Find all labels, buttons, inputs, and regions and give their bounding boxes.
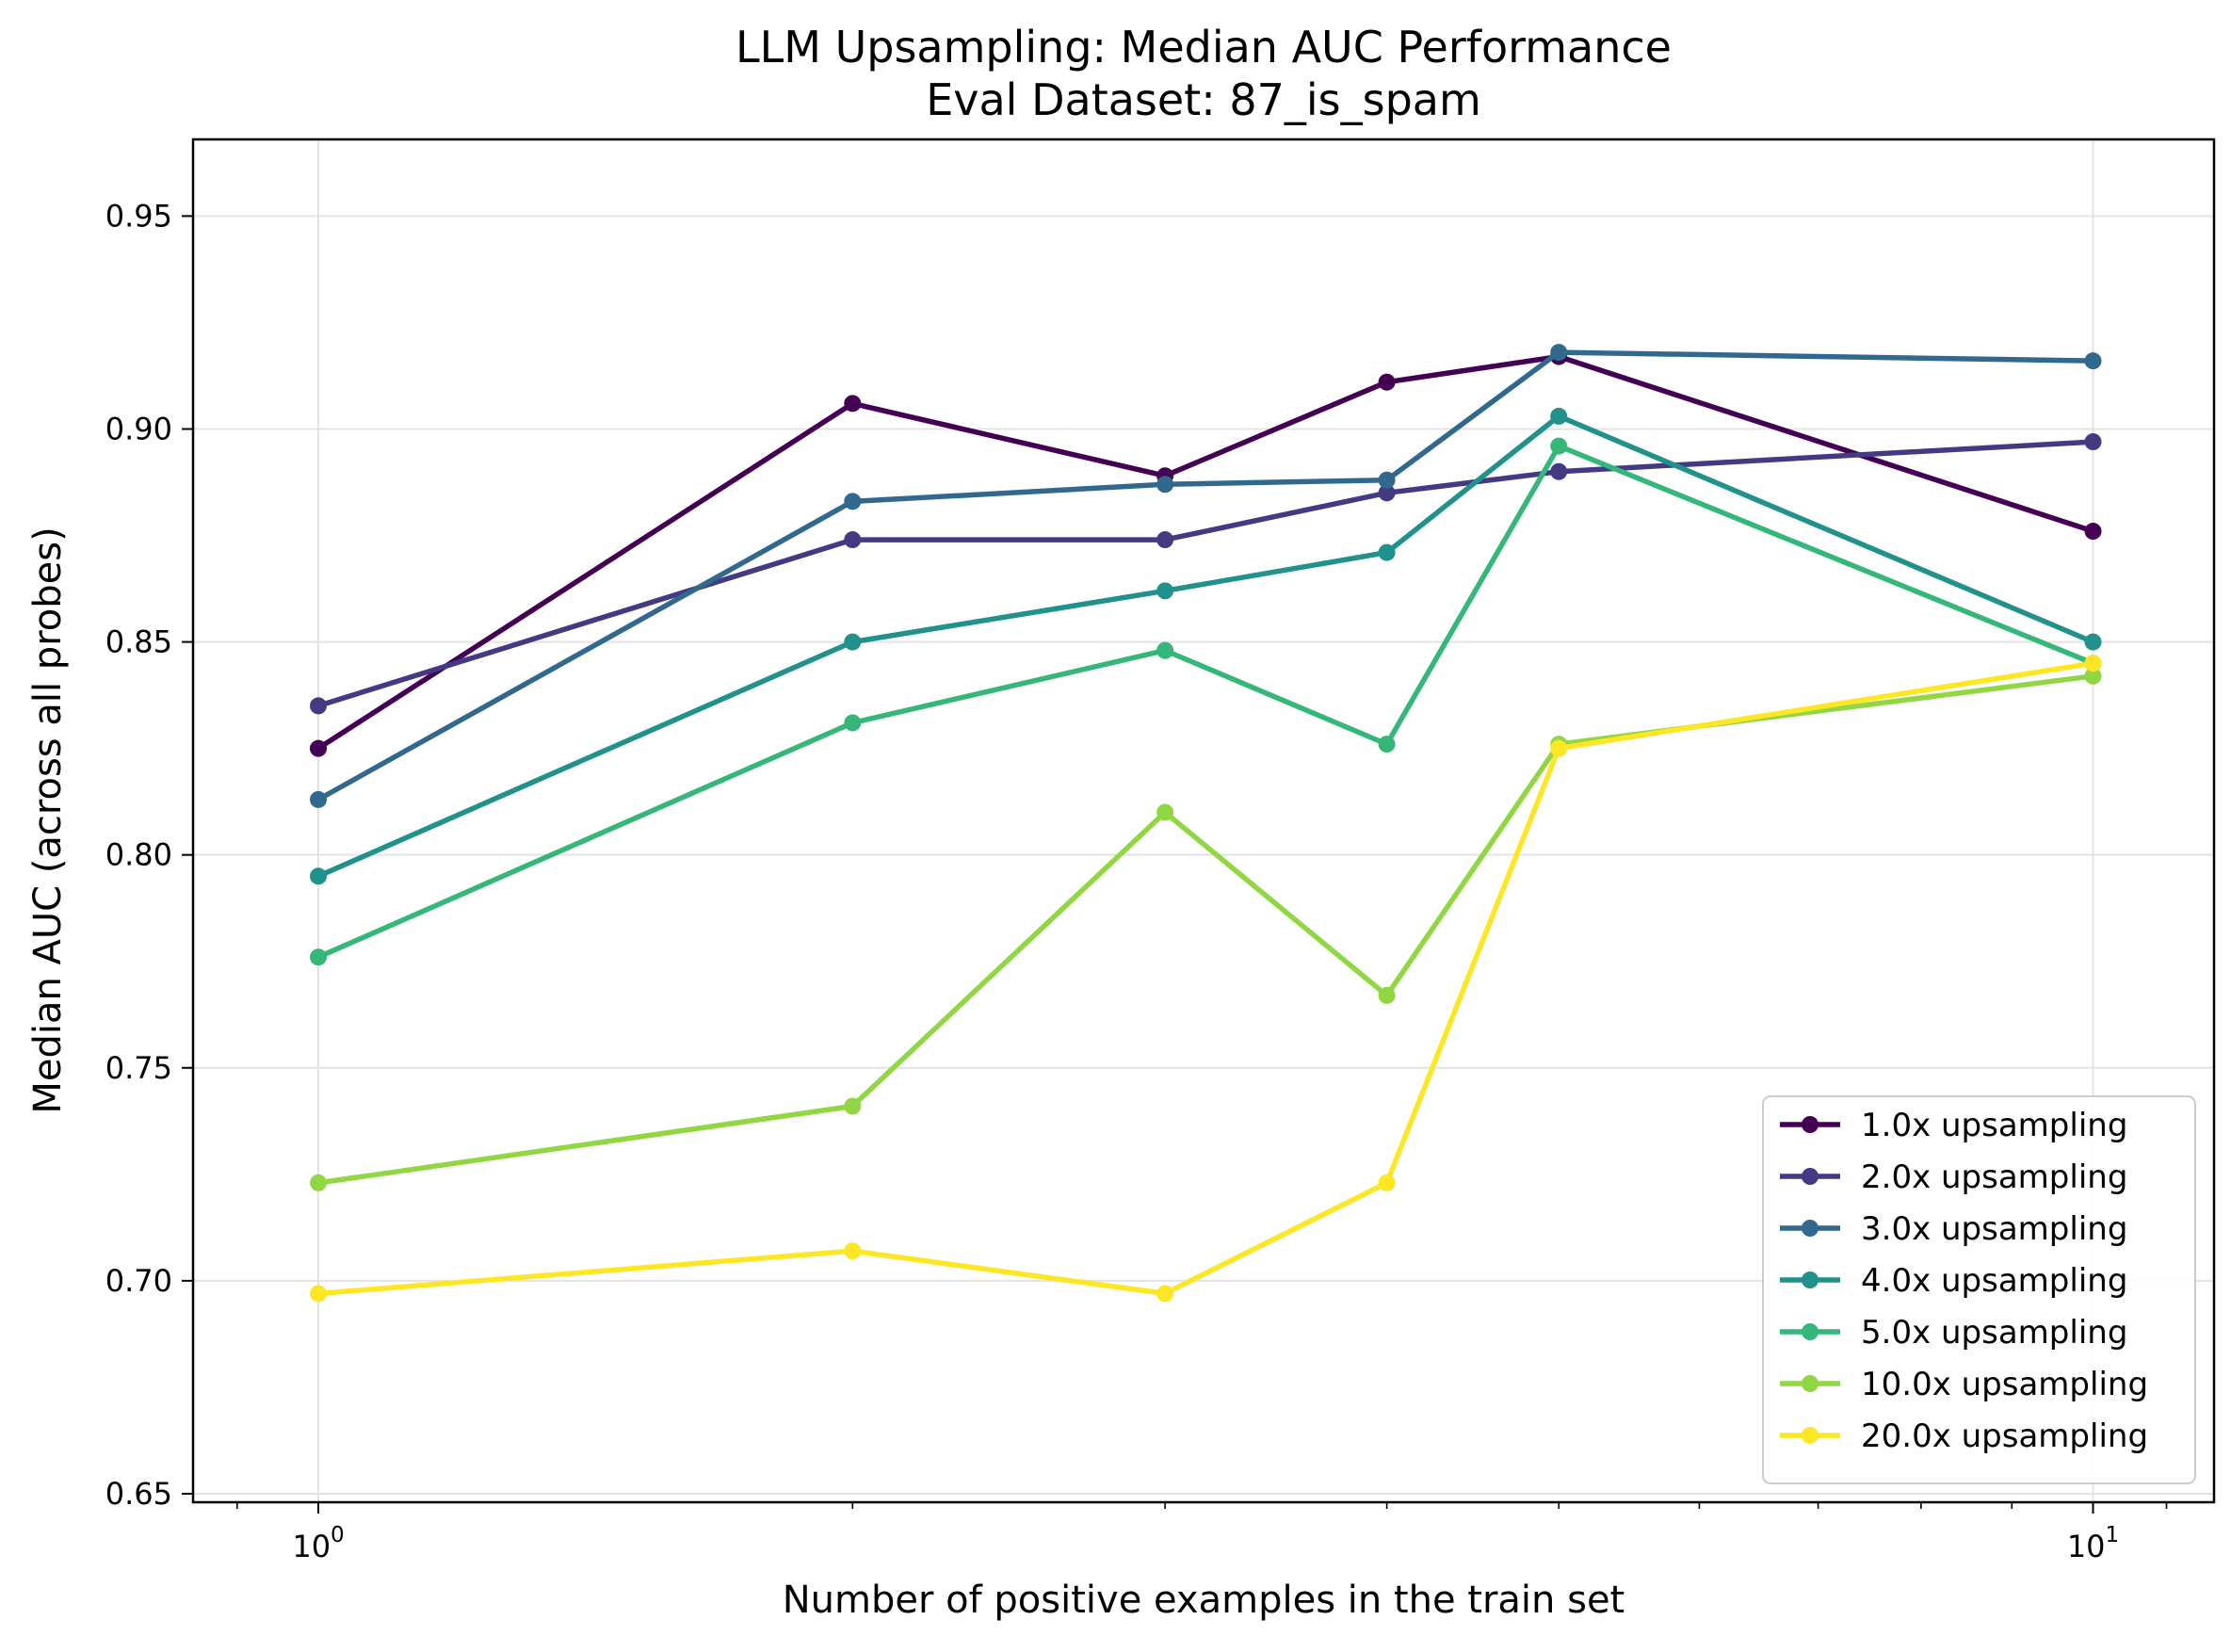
data-point <box>1378 471 1396 489</box>
data-point <box>1378 986 1396 1004</box>
data-point <box>1550 407 1568 425</box>
legend-label: 5.0x upsampling <box>1861 1314 2127 1352</box>
series-7 <box>310 655 2102 1303</box>
data-point <box>1156 531 1174 549</box>
legend: 1.0x upsampling 2.0x upsampling 3.0x upsam… <box>1762 1095 2196 1484</box>
data-point <box>2084 433 2102 451</box>
y-tick-label: 0.95 <box>105 198 172 234</box>
series-line <box>315 353 2096 752</box>
legend-label: 2.0x upsampling <box>1861 1158 2127 1196</box>
data-point <box>1378 484 1396 502</box>
data-point <box>1378 373 1396 391</box>
data-point <box>310 1285 328 1303</box>
plot-area-frame <box>191 138 2216 1504</box>
series-1 <box>310 348 2102 757</box>
data-point <box>310 739 328 757</box>
data-point <box>2084 633 2102 651</box>
legend-label: 20.0x upsampling <box>1861 1417 2148 1455</box>
data-point <box>310 790 328 808</box>
series-line <box>315 443 2096 960</box>
data-point <box>844 531 862 549</box>
legend-entry: 20.0x upsampling <box>1780 1417 2148 1455</box>
data-point <box>2084 523 2102 541</box>
data-point <box>1550 437 1568 455</box>
y-axis-label: Median AUC (across all probes) <box>26 526 70 1113</box>
data-point <box>844 1242 862 1260</box>
legend-marker <box>1802 1427 1819 1444</box>
data-point <box>1378 543 1396 561</box>
legend-entry: 5.0x upsampling <box>1780 1314 2127 1352</box>
legend-label: 10.0x upsampling <box>1861 1366 2148 1403</box>
data-point <box>1156 641 1174 659</box>
data-point <box>844 493 862 510</box>
legend-label: 4.0x upsampling <box>1861 1262 2127 1300</box>
legend-marker <box>1802 1168 1819 1185</box>
data-point <box>310 1174 328 1191</box>
legend-entry: 2.0x upsampling <box>1780 1158 2127 1196</box>
series-line <box>315 660 2096 1297</box>
legend-marker <box>1802 1375 1819 1392</box>
series-line <box>315 349 2096 802</box>
y-tick-label: 0.65 <box>105 1476 172 1512</box>
series-3 <box>310 344 2102 808</box>
series-line <box>315 413 2096 880</box>
data-point <box>844 1097 862 1115</box>
data-point <box>1550 462 1568 480</box>
data-point <box>2084 667 2102 685</box>
legend-box <box>1762 1095 2196 1484</box>
chart-subtitle: Eval Dataset: 87_is_spam <box>926 74 1481 125</box>
data-point <box>1378 736 1396 753</box>
series-line <box>315 439 2096 709</box>
data-point <box>310 697 328 715</box>
series-2 <box>310 433 2102 715</box>
data-point <box>1156 582 1174 600</box>
data-point <box>844 633 862 651</box>
y-tick-label: 0.85 <box>105 624 172 660</box>
y-tick-label: 0.90 <box>105 411 172 446</box>
series-4 <box>310 407 2102 885</box>
data-point <box>2084 655 2102 672</box>
data-point <box>1156 476 1174 494</box>
data-point <box>2084 352 2102 370</box>
data-point <box>1156 1285 1174 1303</box>
y-tick-label: 0.70 <box>105 1263 172 1299</box>
data-point <box>310 867 328 885</box>
y-tick-label: 0.80 <box>105 837 172 873</box>
x-axis-label: Number of positive examples in the train… <box>783 1579 1625 1622</box>
legend-marker <box>1802 1271 1819 1288</box>
legend-label: 1.0x upsampling <box>1861 1107 2127 1144</box>
chart-title: LLM Upsampling: Median AUC Performance <box>736 22 1672 73</box>
legend-entry: 1.0x upsampling <box>1780 1107 2127 1144</box>
legend-marker <box>1802 1323 1819 1340</box>
y-tick-label: 0.75 <box>105 1050 172 1086</box>
data-series <box>310 344 2102 1303</box>
data-point <box>310 948 328 966</box>
data-point <box>1378 1174 1396 1191</box>
legend-entry: 3.0x upsampling <box>1780 1210 2127 1248</box>
legend-entry: 4.0x upsampling <box>1780 1262 2127 1300</box>
series-5 <box>310 437 2102 966</box>
legend-label: 3.0x upsampling <box>1861 1210 2127 1248</box>
legend-marker <box>1802 1116 1819 1133</box>
legend-entry: 10.0x upsampling <box>1780 1366 2148 1403</box>
legend-marker <box>1802 1220 1819 1237</box>
data-point <box>1550 739 1568 757</box>
data-point <box>844 714 862 732</box>
data-point <box>1156 803 1174 821</box>
data-point <box>844 395 862 413</box>
data-point <box>1550 344 1568 362</box>
